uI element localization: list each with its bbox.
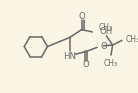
Text: CH₃: CH₃ (126, 35, 138, 44)
Text: O: O (83, 60, 90, 69)
Text: OH: OH (99, 27, 113, 36)
Text: HN: HN (63, 52, 76, 61)
Text: O: O (100, 42, 107, 51)
Text: CH₃: CH₃ (104, 59, 118, 68)
Text: O: O (79, 12, 86, 21)
Text: CH₃: CH₃ (99, 23, 113, 32)
